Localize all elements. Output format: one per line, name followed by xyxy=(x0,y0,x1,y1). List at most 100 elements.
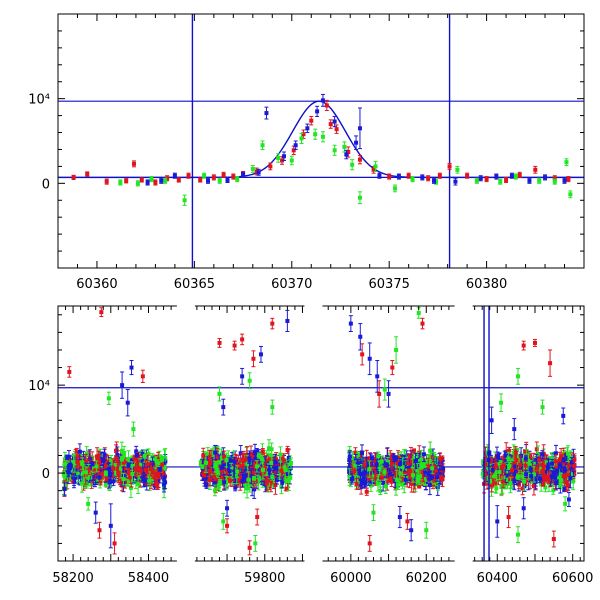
top-point-red-32 xyxy=(465,172,470,179)
top-x-tick-label: 60380 xyxy=(466,277,507,292)
bottom-band-point xyxy=(222,450,227,464)
bottom-band-point xyxy=(419,462,424,469)
top-point-blue-19 xyxy=(420,174,425,181)
bottom-point-green-9 xyxy=(394,336,399,364)
bottom-band-point xyxy=(200,464,205,470)
bottom-point-red-4 xyxy=(112,532,117,555)
bottom-band-point xyxy=(235,465,240,478)
bottom-band-point xyxy=(65,454,70,460)
top-point-green-25 xyxy=(498,178,503,185)
bottom-band-point xyxy=(218,479,223,486)
bottom-point-green-11 xyxy=(371,504,376,522)
top-point-green-5 xyxy=(202,172,207,179)
bottom-band-point xyxy=(279,464,284,477)
bottom-point-blue-18 xyxy=(495,505,500,538)
bottom-band-point xyxy=(288,457,293,470)
bottom-band-point xyxy=(155,483,160,489)
bottom-band-point xyxy=(269,442,274,456)
bottom-band-point xyxy=(280,477,285,489)
bottom-band-point xyxy=(347,468,352,486)
top-point-green-27 xyxy=(537,177,542,184)
bottom-band-point xyxy=(355,451,360,459)
top-point-red-8 xyxy=(176,177,181,183)
top-point-green-2 xyxy=(149,176,154,183)
bottom-band-point xyxy=(240,453,245,468)
top-y-tick-label: 0 xyxy=(42,177,50,192)
bottom-band-point xyxy=(358,467,363,481)
bottom-band-point xyxy=(122,463,127,474)
top-point-red-35 xyxy=(517,171,522,178)
bottom-point-red-5 xyxy=(217,338,222,348)
bottom-band-point xyxy=(103,470,108,477)
bottom-band-point xyxy=(72,453,77,473)
bottom-band-point xyxy=(410,467,415,483)
top-point-red-5 xyxy=(139,177,144,183)
bottom-band-point xyxy=(130,465,135,483)
top-point-blue-26 xyxy=(543,174,548,181)
top-point-green-0 xyxy=(118,179,123,186)
bottom-band-point xyxy=(403,475,408,485)
bottom-band-point xyxy=(285,445,290,455)
bottom-band-point xyxy=(378,486,383,496)
bottom-band-point xyxy=(364,487,369,496)
bottom-dense-band-2 xyxy=(347,441,446,496)
top-fit-curve xyxy=(58,100,584,179)
top-y-tick-label: 10⁴ xyxy=(28,93,50,108)
bottom-band-point xyxy=(120,456,125,462)
bottom-point-blue-3 xyxy=(125,389,130,417)
bottom-band-point xyxy=(114,455,119,464)
top-x-tick-label: 60370 xyxy=(271,277,312,292)
bottom-x-tick-label: 60400 xyxy=(477,571,518,586)
top-point-green-1 xyxy=(135,180,140,187)
top-point-red-20 xyxy=(309,115,314,126)
bottom-point-green-5 xyxy=(270,399,275,415)
bottom-band-point xyxy=(347,450,352,463)
bottom-point-green-14 xyxy=(516,367,521,385)
bottom-band-point xyxy=(111,458,116,479)
bottom-x-tick-label: 60600 xyxy=(552,571,593,586)
top-point-blue-10 xyxy=(305,123,310,134)
top-point-red-3 xyxy=(124,178,129,184)
bottom-band-point xyxy=(354,478,359,490)
bottom-point-blue-17 xyxy=(489,406,494,434)
axis-break xyxy=(454,303,473,309)
bottom-x-tick-label: 58400 xyxy=(128,571,169,586)
top-point-blue-8 xyxy=(281,151,286,161)
bottom-point-blue-4 xyxy=(129,360,134,376)
bottom-band-point xyxy=(412,448,417,454)
top-point-green-6 xyxy=(217,177,222,184)
top-point-red-36 xyxy=(533,165,538,174)
axis-break xyxy=(304,558,323,564)
bottom-band-point xyxy=(212,484,217,497)
bottom-point-green-15 xyxy=(540,399,545,415)
bottom-point-red-12 xyxy=(255,508,260,526)
bottom-band-point xyxy=(75,455,80,469)
top-point-red-6 xyxy=(153,179,158,186)
bottom-panel: 58200 58400 59800 60000 60200 60400 60600 0 10⁴ xyxy=(28,303,593,586)
top-point-blue-7 xyxy=(264,106,269,120)
top-point-blue-22 xyxy=(478,175,483,182)
bottom-band-point xyxy=(207,450,212,466)
bottom-x-tick-label: 60000 xyxy=(330,571,371,586)
top-point-red-1 xyxy=(85,171,90,177)
bottom-band-point xyxy=(204,452,209,473)
bottom-band-point xyxy=(94,460,99,473)
bottom-band-point xyxy=(413,452,418,470)
bottom-point-red-8 xyxy=(251,350,256,368)
bottom-point-red-0 xyxy=(67,366,72,378)
top-point-green-14 xyxy=(320,131,325,143)
bottom-band-point xyxy=(379,455,384,468)
bottom-band-point xyxy=(370,455,375,462)
axis-break xyxy=(176,303,195,309)
bottom-point-green-6 xyxy=(221,513,226,530)
bottom-band-point xyxy=(523,455,528,462)
top-point-red-29 xyxy=(426,175,431,182)
bottom-band-point xyxy=(249,468,254,485)
bottom-band-point xyxy=(83,466,88,479)
bottom-point-green-16 xyxy=(516,526,521,544)
top-point-red-27 xyxy=(387,173,392,180)
bottom-band-point xyxy=(393,455,398,462)
top-point-blue-11 xyxy=(315,105,320,117)
bottom-point-blue-12 xyxy=(367,342,372,376)
top-point-red-21 xyxy=(324,99,329,112)
